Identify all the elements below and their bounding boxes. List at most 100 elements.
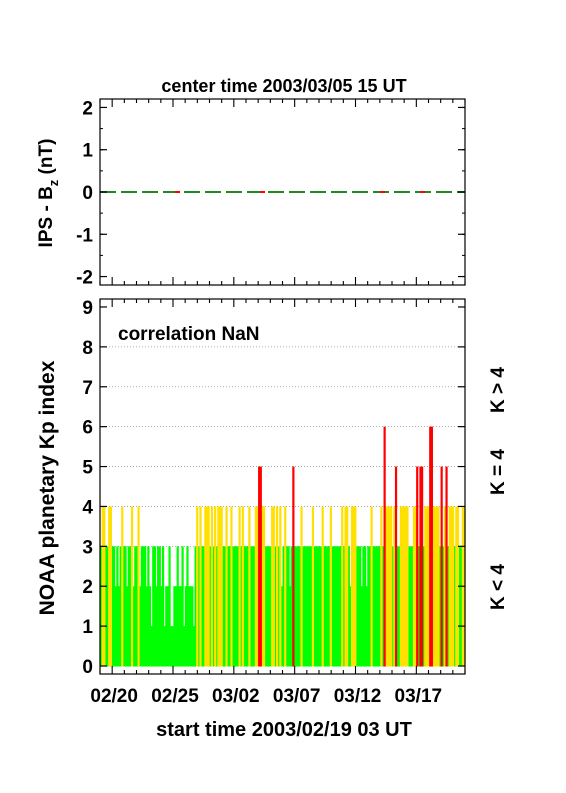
kp-bars (100, 426, 466, 667)
kp-bar-green (194, 546, 197, 667)
kp-bar-green (396, 546, 399, 667)
bottom-gridlines (100, 346, 465, 547)
kp-bar-green (243, 546, 246, 667)
kp-bar-yellow (218, 506, 222, 667)
kp-bar-green (189, 586, 192, 667)
bottom-xlabel: start time 2003/02/19 03 UT (156, 719, 412, 741)
kp-bar-green (100, 546, 103, 667)
top-ytick-labels: 2 1 0 -1 -2 (76, 98, 93, 288)
bottom-axis-ticks (99, 299, 466, 674)
kp-bar-green (417, 546, 420, 667)
kp-bar-green (166, 586, 170, 667)
kp-bar-yellow (434, 506, 437, 667)
kp-bar-yellow (370, 506, 373, 667)
kp-bar-red (383, 426, 386, 667)
kp-bar-green (339, 546, 342, 667)
kp-bar-yellow (262, 506, 266, 667)
kp-bar-yellow (341, 506, 344, 667)
top-ylabel-sub: z (46, 179, 61, 186)
kp-bar-green (183, 626, 186, 667)
kp-bar-green (377, 546, 380, 667)
kp-bar-yellow (230, 506, 233, 667)
kp-bar-yellow (205, 506, 209, 667)
kp-bar-green (313, 546, 316, 667)
kp-bar-yellow (225, 506, 228, 667)
bottom-ytick-label: 5 (82, 458, 93, 479)
kp-bar-red (258, 466, 261, 667)
kp-bar-green (411, 546, 414, 667)
kp-bar-green (148, 586, 152, 667)
kp-bar-green (319, 546, 323, 667)
kp-bar-yellow (393, 506, 396, 667)
kp-bar-green (372, 546, 375, 667)
kp-bar-yellow (220, 506, 223, 667)
kp-bar-green (212, 546, 215, 667)
bottom-xtick-label: 02/20 (90, 686, 138, 707)
kp-bar-green (308, 546, 311, 667)
kp-bar-green (113, 546, 116, 667)
bottom-ytick-label: 3 (82, 537, 93, 558)
kp-bar-green (277, 546, 280, 667)
kp-bar-green (333, 546, 336, 667)
kp-bar-green (398, 546, 401, 667)
kp-bar-yellow (451, 506, 455, 667)
kp-bar-yellow (412, 506, 416, 667)
kp-bar-yellow (284, 506, 287, 667)
kp-bar-yellow (121, 506, 124, 667)
bottom-ytick-label: 1 (82, 617, 93, 638)
kp-bar-yellow (344, 506, 347, 667)
svg-text:IPS - Bz (nT): IPS - Bz (nT) (36, 139, 61, 248)
kp-bar-yellow (399, 506, 403, 667)
kp-bar-green (302, 546, 305, 667)
kp-bar-green (122, 546, 126, 667)
kp-bar-green (375, 546, 378, 667)
kp-bar-yellow (275, 506, 279, 667)
top-ylabel-unit: (nT) (36, 139, 57, 180)
kp-bar-yellow (108, 506, 111, 667)
kp-bar-green (285, 546, 288, 667)
bottom-ytick-label: 2 (82, 577, 93, 598)
kp-bar-green (453, 546, 456, 667)
kp-bar-yellow (109, 506, 112, 667)
kp-bar-green (310, 546, 313, 667)
bottom-xtick-labels: 02/20 02/25 03/02 03/07 03/12 03/17 (90, 686, 442, 707)
kp-bar-green (293, 546, 297, 667)
kp-bar-yellow (448, 506, 451, 667)
kp-bar-green (184, 586, 187, 667)
kp-bar-yellow (443, 506, 447, 667)
kp-bar-yellow (256, 506, 259, 667)
kp-bar-green (362, 546, 365, 667)
kp-bar-red (445, 466, 448, 667)
kp-bar-yellow (196, 506, 199, 667)
kp-bar-yellow (354, 506, 357, 667)
kp-bar-green (363, 546, 367, 667)
kp-bar-green (173, 586, 176, 667)
kp-bar-green (165, 586, 168, 667)
bottom-xtick-label: 03/17 (395, 686, 443, 707)
kp-bar-green (106, 546, 109, 667)
kp-bar-green (139, 586, 142, 667)
kp-bar-yellow (385, 506, 388, 667)
kp-bar-green (117, 586, 121, 667)
kp-bar-green (114, 586, 117, 667)
kp-bar-green (143, 546, 147, 667)
kp-bar-yellow (404, 506, 407, 667)
kp-bar-yellow (456, 506, 460, 667)
kp-bar-green (119, 546, 122, 667)
bottom-ylabel-group: NOAA planetary Kp index (36, 360, 59, 615)
kp-bar-green (267, 546, 271, 667)
kp-bar-green (251, 546, 254, 667)
kp-bar-yellow (350, 506, 354, 667)
kp-bar-green (355, 546, 359, 667)
bottom-xtick-label: 03/02 (212, 686, 260, 707)
kp-bar-yellow (248, 506, 251, 667)
top-ylabel-main: IPS - B (36, 186, 57, 247)
kp-bar-green (373, 546, 376, 667)
kp-bar-yellow (137, 506, 140, 667)
kp-bar-green (324, 546, 328, 667)
kp-bar-green (163, 626, 166, 667)
kp-bar-green (289, 586, 292, 667)
kp-bar-green (158, 546, 161, 667)
kp-bar-yellow (254, 506, 257, 667)
kp-bar-green (269, 546, 272, 667)
